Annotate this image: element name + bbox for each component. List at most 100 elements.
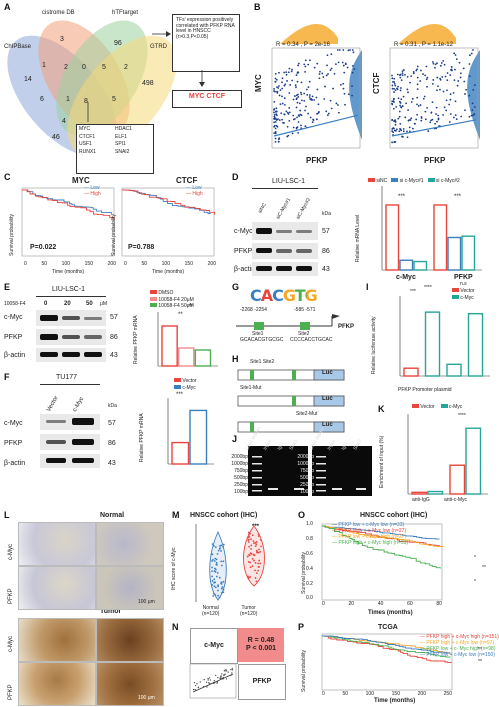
bar — [465, 427, 482, 495]
violin-point — [220, 550, 222, 552]
scatter-point — [349, 49, 351, 51]
sig-mark: ** — [478, 647, 482, 653]
scatter-point — [422, 97, 425, 100]
plot-frame — [21, 187, 115, 257]
western-row-label: PFKP — [4, 440, 23, 447]
bar — [177, 347, 195, 367]
blot-band — [84, 335, 102, 339]
scale-bar-label: 100 μm — [138, 695, 155, 701]
scatter-point — [442, 90, 445, 93]
violin-point — [222, 560, 225, 563]
density-top — [280, 23, 338, 44]
violin-point — [220, 564, 223, 567]
violin-point — [220, 587, 223, 590]
scatter-point — [214, 674, 217, 677]
violin-point — [222, 591, 225, 594]
km-ylabel: Survival probability — [9, 214, 15, 256]
scatter-point — [197, 686, 200, 688]
scatter-point — [394, 89, 397, 92]
western-row-label: β-actin — [4, 352, 26, 359]
scatter-point — [429, 121, 432, 124]
gel-ladder-labels: 2000bp 1000bp 750bp 500bp 250bp 100bp — [231, 454, 248, 495]
venn-callout-arrow — [87, 102, 89, 122]
ihc-image-tumor-pfkp-low — [18, 662, 96, 706]
panel-label-k: K — [378, 404, 385, 414]
scatter-point — [454, 68, 456, 71]
western-d-cell: LIU-LSC-1 — [272, 178, 306, 185]
scatter-point — [449, 98, 452, 101]
scatter-point — [308, 94, 311, 96]
scatter-point — [279, 89, 282, 92]
scatter-point — [424, 74, 427, 77]
scatter-point — [330, 67, 333, 70]
gene-label: PFKP — [338, 324, 355, 330]
scatter-point — [392, 131, 395, 134]
western-e-cell-underline — [36, 296, 106, 297]
km-xtick: 0 50 100 150 200 — [24, 261, 116, 267]
scatter-point — [450, 68, 453, 71]
violin-tumor — [243, 525, 265, 587]
km-o — [321, 523, 444, 601]
construct-label: Site1-Mut — [240, 385, 262, 391]
scatter-point — [303, 92, 306, 95]
scatter-point — [299, 109, 302, 112]
scatter-point — [321, 72, 324, 75]
scatter-point — [448, 103, 451, 106]
km-curve — [122, 189, 211, 215]
violin-point — [251, 565, 254, 568]
scatter-point — [273, 132, 276, 134]
scatter-point — [442, 59, 445, 62]
scatter-point — [274, 127, 277, 130]
scatter-point — [281, 102, 284, 105]
scatter-point — [468, 94, 471, 97]
scatter-point — [430, 111, 433, 114]
km-curve — [322, 525, 444, 547]
scatter-point — [311, 121, 314, 124]
scatter-point — [416, 96, 419, 99]
scatter-point — [274, 90, 276, 93]
ihc-row-label: c-Myc — [8, 544, 14, 560]
scatter-point — [391, 130, 394, 133]
sig-mark: ** — [178, 312, 183, 318]
violin-point — [215, 575, 218, 578]
scatter-point — [425, 78, 428, 81]
scatter-point — [398, 130, 401, 133]
violin-point — [213, 570, 216, 572]
scatter-point — [416, 113, 419, 116]
scatter-point — [281, 118, 283, 121]
panel-label-c: C — [4, 172, 11, 182]
scatter-point — [274, 120, 277, 123]
scatter-point — [446, 89, 448, 92]
scatter-point — [435, 113, 437, 115]
scatter-point — [283, 113, 286, 116]
scatter-point — [391, 87, 394, 90]
venn-label-htftarget: hTFtarget — [112, 10, 139, 16]
scatter-point — [307, 63, 310, 66]
scatter-point — [208, 682, 210, 684]
scatter-point — [303, 99, 306, 102]
bar-ylabel-d: Relative mRNA Level — [355, 214, 361, 262]
scatter-point — [336, 49, 339, 51]
panel-label-b: B — [254, 2, 261, 12]
kda-value: 43 — [108, 460, 116, 467]
violin-point — [211, 570, 213, 573]
scatter-point — [313, 66, 316, 69]
scatter-point — [291, 132, 294, 135]
scatter-point — [278, 85, 280, 87]
violin-point — [216, 563, 218, 566]
western-d-lane: siC-Myc#1 — [275, 197, 293, 221]
scatter-point — [307, 86, 310, 89]
tf-name: ELF1 — [115, 133, 127, 140]
scatter-point — [274, 132, 277, 135]
violin-plot — [195, 524, 265, 602]
western-d-lane: siNC — [257, 202, 268, 215]
bar-legend-d: siNC si c-Myc#1 si c-Myc#2 — [368, 178, 460, 185]
scatter-point — [297, 71, 300, 74]
scatter-point — [294, 84, 297, 87]
ihc-tumor-label: Tumor — [100, 608, 122, 615]
scatter-point — [405, 102, 408, 105]
scatter-point — [225, 669, 227, 671]
scatter-point — [470, 114, 473, 117]
density-right — [467, 50, 480, 140]
construct-label: Site1 Site2 — [250, 359, 275, 365]
